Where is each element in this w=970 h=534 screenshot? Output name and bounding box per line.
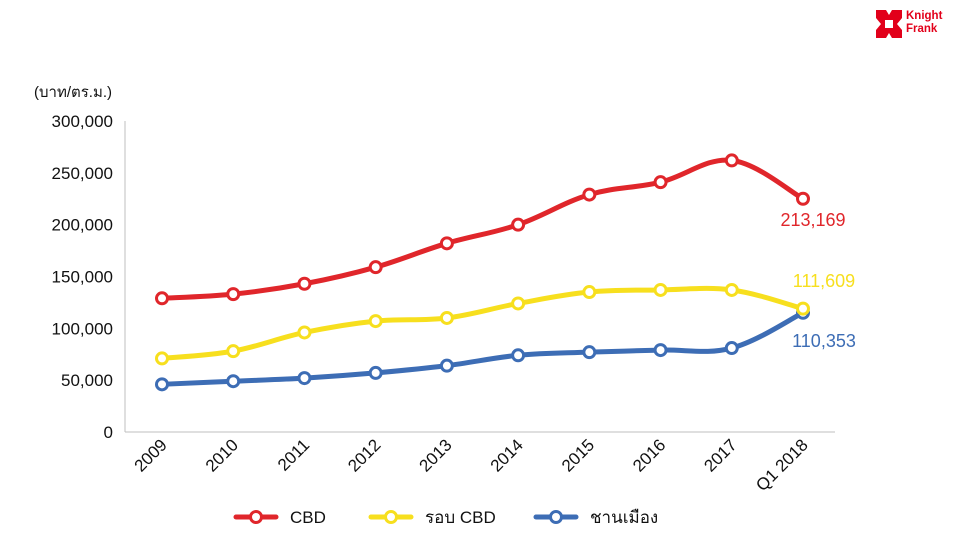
end-value-label: 110,353 [792, 331, 856, 351]
data-point [155, 351, 169, 366]
data-point [511, 217, 526, 232]
data-point [796, 191, 810, 206]
data-point [226, 374, 241, 389]
data-point [511, 348, 526, 363]
data-point [297, 371, 312, 386]
legend-swatch-marker [249, 510, 263, 524]
legend-label: ชานเมือง [590, 508, 658, 527]
legend-label: รอบ CBD [425, 508, 496, 527]
data-point [511, 296, 526, 311]
data-point [724, 153, 739, 168]
data-point [653, 282, 668, 297]
data-point [653, 343, 668, 358]
data-point [368, 365, 383, 380]
data-point [582, 345, 597, 360]
y-axis-unit-label: (บาท/ตร.ม.) [34, 84, 112, 101]
x-tick-label: 2016 [629, 435, 669, 475]
legend: CBD รอบ CBD ชานเมือง [233, 508, 658, 527]
data-point [439, 310, 454, 325]
series-line [159, 285, 806, 361]
logo-line-2: Frank [906, 23, 938, 35]
x-tick-label: Q1 2018 [752, 435, 812, 495]
x-tick-label: 2011 [274, 435, 313, 474]
y-tick-label: 0 [104, 423, 113, 442]
data-point [368, 260, 383, 275]
x-tick-label: 2010 [202, 435, 242, 475]
series-group [155, 153, 810, 392]
legend-swatch-marker [549, 510, 563, 524]
data-point [653, 175, 668, 190]
legend-swatch-marker [384, 510, 398, 524]
logo-line-1: Knight [906, 10, 943, 22]
data-point [724, 282, 739, 297]
data-point [582, 285, 597, 300]
y-tick-label: 300,000 [52, 112, 113, 131]
data-point [724, 341, 739, 356]
y-tick-label: 50,000 [61, 371, 113, 390]
legend-label: CBD [290, 508, 326, 527]
series-line [159, 157, 806, 301]
data-point [297, 276, 312, 291]
knight-frank-logo: Knight Frank [876, 10, 946, 44]
data-point [155, 377, 169, 392]
data-point [368, 314, 383, 329]
logo-wordmark: Knight Frank [906, 10, 942, 36]
data-point [155, 291, 169, 306]
y-tick-label: 250,000 [52, 164, 113, 183]
series-line [159, 310, 806, 387]
x-tick-label: 2013 [416, 435, 456, 475]
x-tick-label: 2009 [131, 435, 171, 475]
y-axis-ticks: 0 50,000 100,000 150,000 200,000 250,000 300,0… [52, 112, 113, 442]
y-tick-label: 150,000 [52, 268, 113, 287]
data-point [796, 301, 810, 316]
end-value-label: 111,609 [793, 271, 855, 291]
y-tick-label: 200,000 [52, 216, 113, 235]
x-axis-ticks: 2009 2010 2011 2012 2013 2014 2015 2016 2017 Q1 2… [131, 435, 812, 495]
data-point [226, 287, 241, 302]
x-tick-label: 2012 [344, 435, 384, 475]
knight-frank-logo-mark-icon [876, 10, 902, 38]
data-point [297, 325, 312, 340]
axes [124, 121, 835, 433]
data-point [439, 236, 454, 251]
data-point [226, 344, 241, 359]
x-tick-label: 2017 [700, 435, 740, 475]
x-tick-label: 2014 [487, 435, 527, 475]
data-point [582, 187, 597, 202]
data-labels: 213,169 111,609 110,353 [780, 210, 855, 351]
end-value-label: 213,169 [780, 210, 845, 230]
data-point [439, 358, 454, 373]
x-tick-label: 2015 [558, 435, 598, 475]
y-tick-label: 100,000 [52, 319, 113, 338]
